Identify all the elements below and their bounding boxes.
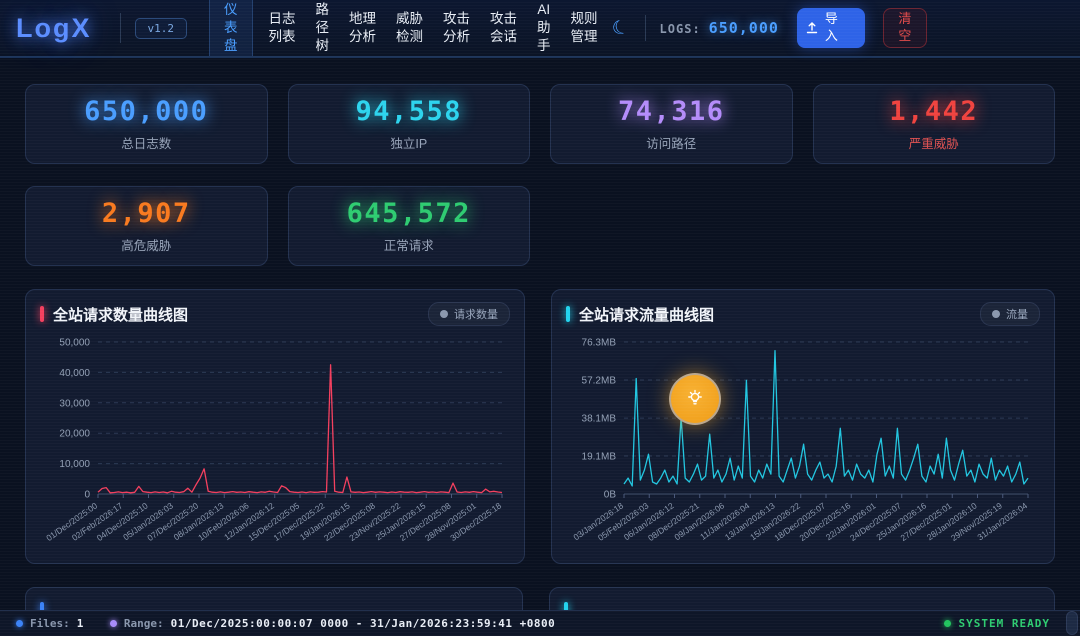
clear-button[interactable]: 清 空 [882,8,927,48]
tab-geo-analysis[interactable]: 地理 分析 [349,11,376,44]
import-button[interactable]: 导 入 [796,8,865,48]
svg-text:30,000: 30,000 [59,398,90,409]
stat-label: 访问路径 [646,137,697,151]
request-count-line-chart: 50,00040,00030,00020,00010,000001/Dec/20… [44,338,503,544]
chart-accent-bar [40,306,44,322]
version-badge: v1.2 [134,17,187,39]
svg-text:50,000: 50,000 [59,338,90,349]
files-status: Files: 1 [16,617,84,630]
stat-value: 74,316 [617,96,725,127]
charts-row: 全站请求数量曲线图 请求数量 50,000 40,000 30,000 20,000 1… [25,289,1055,564]
chart-title: 全站请求流量曲线图 [579,306,715,324]
tab-dashboard[interactable]: 仪 表 盘 [209,0,253,56]
tab-path-tree[interactable]: 路 径 树 [315,2,330,53]
legend-label: 请求数量 [454,309,498,321]
upload-icon [805,21,819,35]
header-divider [644,15,646,41]
stat-value: 94,558 [355,96,463,127]
svg-text:0B: 0B [604,490,617,501]
chart-title: 全站请求数量曲线图 [53,306,189,324]
request-count-chart-card: 全站请求数量曲线图 请求数量 50,000 40,000 30,000 20,000 1… [25,289,525,564]
import-label: 导 入 [824,11,838,43]
stat-card-unique-ip: 94,558 独立IP [287,84,530,164]
stat-label: 高危威胁 [121,239,172,253]
svg-text:0: 0 [84,490,90,501]
stat-value: 2,907 [101,198,191,229]
stats-grid: 650,000 总日志数 94,558 独立IP 74,316 访问路径 1,4… [25,84,1055,266]
stat-label: 总日志数 [121,137,172,151]
files-value: 1 [76,617,84,630]
stat-card-critical-threats: 1,442 严重威胁 [812,84,1055,164]
app-logo: LogX [16,12,92,43]
system-ready-dot-icon [943,620,951,627]
stat-label: 独立IP [390,137,428,151]
status-bar: Files: 1 Range: 01/Dec/2025:00:00:07 000… [0,610,1080,636]
legend-dot-icon [440,310,448,318]
svg-text:10,000: 10,000 [59,459,90,470]
stat-label: 正常请求 [383,239,434,253]
logs-counter: LOGS: 650,000 [660,19,779,37]
svg-text:57.2MB: 57.2MB [582,376,617,387]
tab-attack-session[interactable]: 攻击 会话 [490,11,517,44]
svg-text:19.1MB: 19.1MB [582,451,617,462]
stat-card-normal-requests: 645,572 正常请求 [287,186,530,266]
legend-request-count[interactable]: 请求数量 [428,302,510,326]
lightbulb-icon [685,389,705,409]
tab-rule-management[interactable]: 规则 管理 [570,11,598,44]
system-ready-status: SYSTEM READY [943,617,1050,630]
files-dot-icon [16,620,23,627]
legend-traffic[interactable]: 流量 [980,302,1040,326]
chart-accent-bar [566,306,570,322]
top-header: LogX v1.2 仪 表 盘 日志 列表 路 径 树 地理 分析 威胁 检测 … [0,0,1080,58]
stat-label: 严重威胁 [908,137,959,151]
theme-toggle-moon-icon[interactable]: ☾ [608,14,632,42]
svg-text:38.1MB: 38.1MB [582,414,617,425]
stat-card-total-logs: 650,000 总日志数 [25,84,268,164]
stat-value: 645,572 [346,198,471,229]
tab-attack-analysis[interactable]: 攻击 分析 [443,11,470,44]
traffic-line-chart: 76.3MB57.2MB38.1MB19.1MB0B03/Jan/2026:18… [571,338,1029,544]
tab-threat-detect[interactable]: 威胁 检测 [396,11,423,44]
legend-label: 流量 [1006,309,1028,321]
files-label: Files: [30,617,70,630]
range-label: Range: [123,617,164,630]
range-value: 01/Dec/2025:00:00:07 0000 - 31/Jan/2026:… [170,617,556,630]
chart-header: 全站请求流量曲线图 流量 [566,302,1040,326]
logs-value: 650,000 [708,19,779,37]
tab-ai-assistant[interactable]: AI 助 手 [537,2,551,53]
tab-log-list[interactable]: 日志 列表 [268,11,296,44]
logo-divider [119,13,121,43]
scrollbar-thumb[interactable] [1066,611,1078,635]
system-ready-label: SYSTEM READY [958,617,1050,630]
svg-text:20,000: 20,000 [59,429,90,440]
svg-text:40,000: 40,000 [59,368,90,379]
svg-text:76.3MB: 76.3MB [582,338,617,349]
traffic-chart-card: 全站请求流量曲线图 流量 76.3MB 57.2MB 38.1MB 19.1MB 0B 0… [551,289,1055,564]
main-nav: 仪 表 盘 日志 列表 路 径 树 地理 分析 威胁 检测 攻击 分析 攻击 会… [203,0,608,56]
range-dot-icon [109,620,117,627]
stat-value: 650,000 [84,96,209,127]
chart-header: 全站请求数量曲线图 请求数量 [40,302,510,326]
cursor-highlight-circle [669,373,721,425]
range-status: Range: 01/Dec/2025:00:00:07 0000 - 31/Ja… [109,617,556,630]
stat-value: 1,442 [889,96,979,127]
main-content: 650,000 总日志数 94,558 独立IP 74,316 访问路径 1,4… [0,58,1080,636]
stat-card-access-paths: 74,316 访问路径 [550,84,793,164]
stat-card-high-risk-threats: 2,907 高危威胁 [25,186,268,266]
logs-label: LOGS: [659,22,701,36]
legend-dot-icon [992,310,1000,318]
